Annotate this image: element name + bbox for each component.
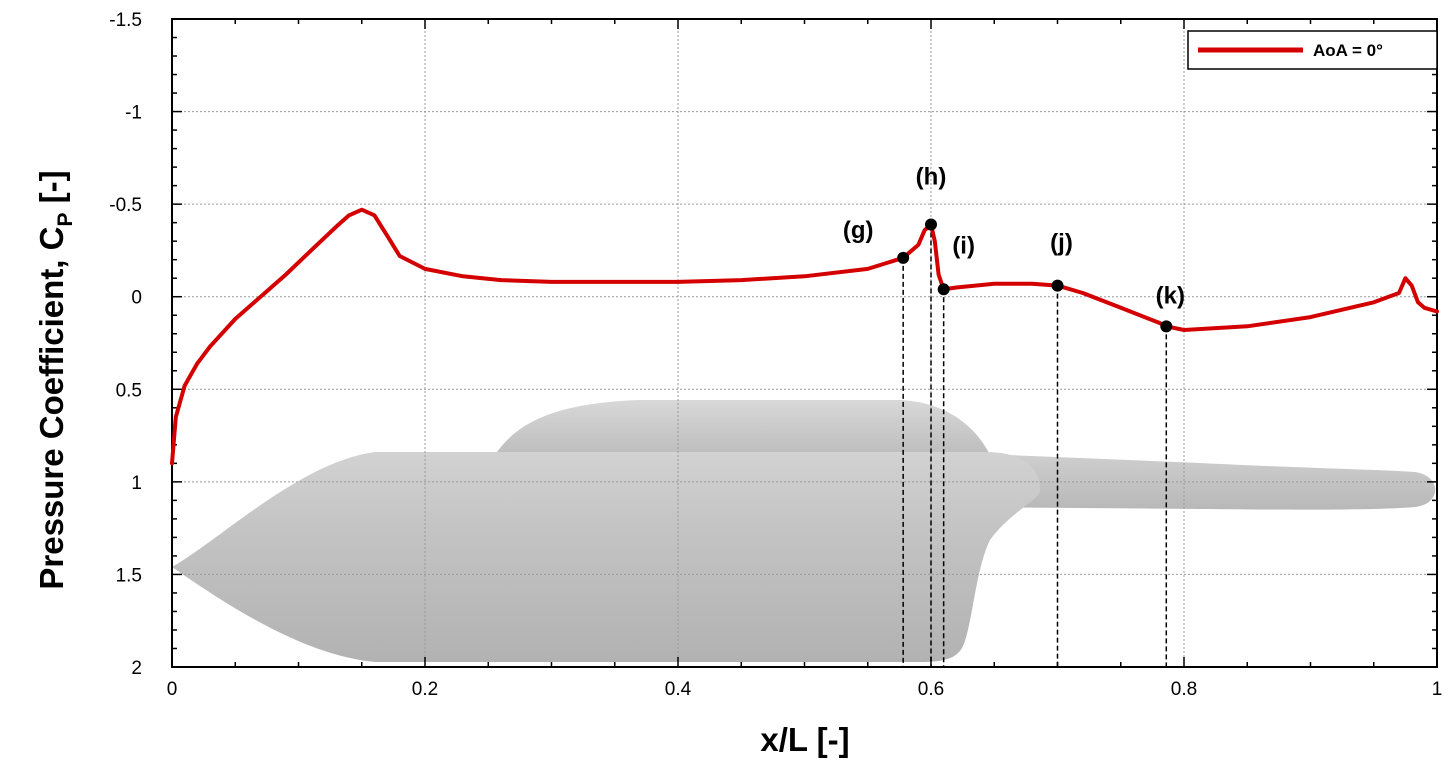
- tick-marks: [171, 18, 1438, 668]
- x-tick-label: 0.2: [412, 679, 438, 700]
- x-tick-label: 0: [167, 679, 178, 700]
- annotation-drop-lines: [902, 224, 1168, 667]
- y-tick-label: 0.5: [116, 380, 142, 401]
- y-axis-title-subscript: P: [54, 213, 77, 227]
- y-tick-label: 0: [131, 288, 142, 309]
- point-marker-h: [925, 218, 937, 231]
- point-marker-i: [937, 283, 950, 296]
- point-label-i: (i): [952, 232, 975, 259]
- annotation-markers: [897, 218, 1173, 333]
- y-tick-label: 1.5: [116, 565, 142, 586]
- hull-tail: [960, 453, 1436, 510]
- y-tick-label: -1: [125, 103, 142, 124]
- legend-label: AoA = 0°: [1313, 41, 1383, 60]
- y-axis-title-suffix: [-]: [33, 170, 70, 212]
- y-tick-label: -1.5: [109, 10, 142, 31]
- x-axis-title: x/L [-]: [760, 721, 849, 758]
- x-tick-label: 1: [1432, 679, 1443, 700]
- legend: AoA = 0°: [1187, 30, 1438, 70]
- grid-lines: [172, 19, 1437, 667]
- point-label-j: (j): [1050, 230, 1073, 257]
- y-tick-label: -0.5: [109, 195, 142, 216]
- point-marker-k: [1160, 320, 1173, 333]
- point-marker-g: [897, 251, 910, 264]
- point-label-g: (g): [843, 217, 874, 244]
- y-tick-label: 2: [131, 658, 142, 679]
- hull-sail: [497, 400, 990, 455]
- legend-box: [1187, 30, 1438, 70]
- y-axis-title-main: Pressure Coefficient, C: [33, 227, 70, 590]
- submarine-hull-image: [172, 400, 1436, 662]
- y-tick-label: 1: [131, 473, 142, 494]
- x-tick-label: 0.8: [1171, 679, 1197, 700]
- y-tick-labels: -1.5 -1 -0.5 0 0.5 1 1.5 2: [109, 10, 142, 679]
- x-tick-label: 0.4: [665, 679, 692, 700]
- x-tick-labels: 0 0.2 0.4 0.6 0.8 1: [167, 679, 1443, 700]
- annotation-labels: (g) (h) (i) (j) (k): [843, 164, 1185, 310]
- point-label-k: (k): [1156, 282, 1185, 309]
- point-marker-j: [1051, 279, 1064, 292]
- point-label-h: (h): [916, 164, 947, 191]
- hull-body: [172, 452, 1040, 662]
- x-tick-label: 0.6: [918, 679, 944, 700]
- y-axis-title: Pressure Coefficient, CP [-]: [33, 170, 77, 589]
